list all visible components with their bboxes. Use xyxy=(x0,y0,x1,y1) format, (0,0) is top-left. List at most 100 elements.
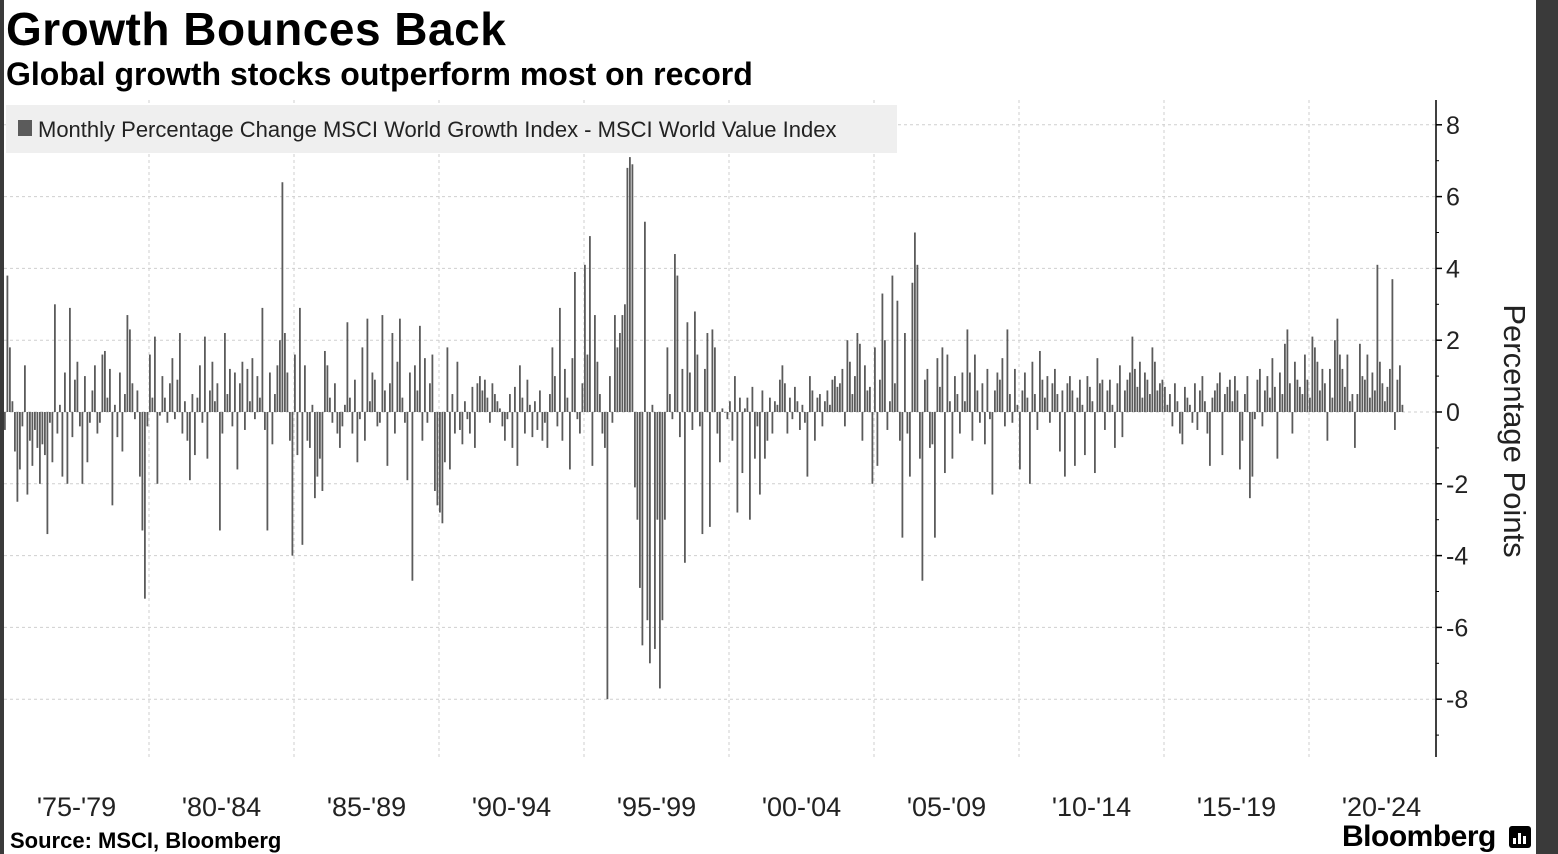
chart-bar xyxy=(944,412,946,474)
chart-bar xyxy=(531,412,534,438)
chart-bar xyxy=(341,412,344,427)
y-tick-label: 4 xyxy=(1446,255,1460,283)
chart-bar xyxy=(579,412,581,434)
chart-bar xyxy=(274,394,276,412)
chart-bar xyxy=(701,412,704,535)
chart-bar xyxy=(351,412,354,434)
chart-bar xyxy=(456,361,459,412)
chart-bar xyxy=(1071,390,1074,412)
chart-bar xyxy=(1141,397,1144,412)
chart-bar xyxy=(209,390,211,412)
chart-bar xyxy=(379,412,381,423)
chart-bar xyxy=(651,404,654,412)
chart-bar xyxy=(311,404,314,412)
chart-bar xyxy=(181,412,184,434)
chart-bar xyxy=(1341,368,1344,412)
chart-bar xyxy=(699,412,701,427)
chart-bar xyxy=(316,412,319,477)
chart-bar xyxy=(1386,386,1389,412)
chart-bar xyxy=(1056,394,1059,412)
chart-bar xyxy=(354,379,356,412)
chart-bar xyxy=(611,412,614,423)
chart-bar xyxy=(709,412,711,527)
chart-bar xyxy=(996,372,999,412)
chart-bar xyxy=(6,275,9,412)
y-tick-label: -4 xyxy=(1446,543,1468,571)
chart-bar xyxy=(1026,397,1029,412)
chart-bar xyxy=(846,340,849,412)
chart-bar xyxy=(1189,404,1191,412)
chart-bar xyxy=(246,368,249,412)
chart-bar xyxy=(1119,365,1121,412)
chart-bar xyxy=(444,412,446,463)
chart-bar xyxy=(656,412,659,520)
chart-bar xyxy=(451,394,454,412)
chart-bar xyxy=(1184,386,1186,412)
chart-bar xyxy=(1264,390,1266,412)
chart-bar xyxy=(361,347,364,412)
chart-bar xyxy=(836,386,839,412)
chart-bar xyxy=(654,412,656,649)
chart-bar xyxy=(981,383,984,412)
chart-bar xyxy=(221,412,224,434)
chart-bar xyxy=(839,383,841,412)
chart-bar xyxy=(731,412,734,441)
chart-bar xyxy=(241,361,244,412)
chart-bar xyxy=(789,397,791,412)
chart-bar xyxy=(94,365,96,412)
chart-bar xyxy=(61,412,64,477)
chart-bar xyxy=(901,412,904,538)
chart-bar xyxy=(106,397,109,412)
chart-bar xyxy=(404,412,406,423)
chart-bar xyxy=(1139,361,1141,412)
chart-bar xyxy=(879,379,881,412)
chart-bar xyxy=(116,412,119,438)
chart-bar xyxy=(941,347,944,412)
chart-bar xyxy=(434,412,436,491)
chart-bar xyxy=(1129,372,1131,412)
chart-bar xyxy=(806,412,809,477)
chart-bar xyxy=(366,318,369,412)
legend-label: Monthly Percentage Change MSCI World Gro… xyxy=(38,117,836,142)
chart-bar xyxy=(929,412,931,448)
chart-bar xyxy=(824,401,826,412)
chart-bar xyxy=(1239,412,1241,470)
chart-bar xyxy=(969,372,971,412)
chart-bar xyxy=(69,307,71,412)
chart-bar xyxy=(469,412,471,434)
chart-bar xyxy=(439,412,441,513)
chart-bar xyxy=(536,412,539,430)
y-tick-label: -8 xyxy=(1446,686,1468,714)
chart-bar xyxy=(979,412,981,423)
chart-bar xyxy=(39,412,41,484)
chart-bar xyxy=(314,412,316,499)
chart-bar xyxy=(26,412,29,495)
chart-bar xyxy=(1351,394,1354,412)
chart-bar xyxy=(576,412,579,420)
chart-bar xyxy=(571,358,574,412)
chart-bar xyxy=(991,412,994,495)
chart-bar xyxy=(679,412,681,438)
chart-bar xyxy=(919,412,921,459)
chart-bar xyxy=(11,401,14,412)
chart-bar xyxy=(1171,412,1174,427)
chart-bar xyxy=(956,394,959,412)
chart-bar xyxy=(511,412,514,448)
chart-bar xyxy=(859,343,861,412)
chart-bar xyxy=(331,412,334,423)
chart-bar xyxy=(691,412,694,430)
chart-bar xyxy=(711,329,714,412)
bloomberg-chart-icon xyxy=(1509,826,1531,848)
chart-bar xyxy=(541,412,544,441)
chart-bar xyxy=(624,304,626,412)
chart-bar xyxy=(91,390,94,412)
chart-bar xyxy=(1254,412,1256,420)
x-tick-label: '85-'89 xyxy=(327,792,406,820)
chart-bar xyxy=(1231,401,1234,412)
chart-bar xyxy=(854,376,856,412)
chart-bar xyxy=(569,412,571,470)
chart-bar xyxy=(861,412,864,441)
chart-bar xyxy=(1011,412,1014,423)
chart-bar xyxy=(1144,372,1146,412)
chart-bar xyxy=(344,404,346,412)
